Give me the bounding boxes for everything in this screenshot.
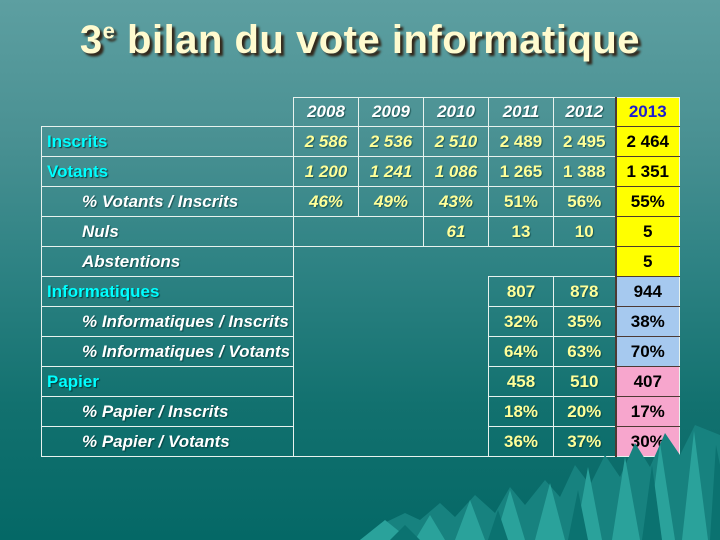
results-table: 2008 2009 2010 2011 2012 2013 Inscrits 2 586 2 5… [41, 97, 680, 457]
value-cell: 35% [553, 306, 616, 337]
value-cell: 1 241 [358, 156, 424, 187]
value-cell: 13 [488, 216, 554, 247]
row-label-7: % Informatiques / Votants [41, 336, 294, 367]
value-cell: 2 495 [553, 126, 616, 157]
title-superscript: e [102, 18, 116, 44]
table-row-2: % Votants / Inscrits 46% 49% 43% 51% 56% 55% [41, 186, 680, 217]
slide-title: 3e bilan du vote informatique [0, 18, 720, 63]
value-cell: 43% [423, 186, 489, 217]
highlight-cell: 55% [614, 186, 680, 217]
highlight-cell: 1 351 [614, 156, 680, 187]
value-cell: 20% [553, 396, 616, 427]
table-header-row: 2008 2009 2010 2011 2012 2013 [42, 97, 680, 127]
value-cell: 37% [553, 426, 616, 457]
value-cell: 49% [358, 186, 424, 217]
gap-cell [293, 216, 424, 247]
year-header-2012: 2012 [553, 97, 616, 127]
value-cell: 10 [553, 216, 616, 247]
year-header-2013: 2013 [614, 97, 680, 127]
table-row-10: % Papier / Votants 36% 37% 30% [41, 426, 680, 457]
row-label-3: Nuls [41, 216, 294, 247]
table-row-3: Nuls 61 13 10 5 [41, 216, 680, 247]
highlight-cell: 5 [614, 246, 680, 277]
value-cell: 1 086 [423, 156, 489, 187]
year-header-2011: 2011 [488, 97, 554, 127]
table-row-9: % Papier / Inscrits 18% 20% 17% [41, 396, 680, 427]
value-cell: 807 [488, 276, 554, 307]
value-cell: 51% [488, 186, 554, 217]
highlight-cell: 38% [614, 306, 680, 337]
table-row-5: Informatiques 807 878 944 [41, 276, 680, 457]
row-label-6: % Informatiques / Inscrits [41, 306, 294, 337]
row-label-2: % Votants / Inscrits [41, 186, 294, 217]
value-cell: 64% [488, 336, 554, 367]
value-cell: 1 265 [488, 156, 554, 187]
row-label-1: Votants [41, 156, 294, 187]
row-label-8: Papier [41, 366, 294, 397]
value-cell: 63% [553, 336, 616, 367]
mountain-decoration [360, 425, 720, 540]
title-rest: bilan du vote informatique [115, 18, 641, 62]
table-row-0: Inscrits 2 586 2 536 2 510 2 489 2 495 2 464 [41, 126, 680, 157]
table-row-8: Papier 458 510 407 [41, 366, 680, 397]
table-row-6: % Informatiques / Inscrits 32% 35% 38% [41, 306, 680, 337]
void-cell [293, 276, 489, 457]
value-cell: 46% [293, 186, 359, 217]
row-label-9: % Papier / Inscrits [41, 396, 294, 427]
value-cell: 18% [488, 396, 554, 427]
value-cell: 2 510 [423, 126, 489, 157]
value-cell: 56% [553, 186, 616, 217]
value-cell: 2 536 [358, 126, 424, 157]
value-cell: 1 200 [293, 156, 359, 187]
value-cell: 510 [553, 366, 616, 397]
value-cell: 61 [423, 216, 489, 247]
table-row-7: % Informatiques / Votants 64% 63% 70% [41, 336, 680, 367]
abst-cell [294, 247, 616, 277]
highlight-cell: 2 464 [614, 126, 680, 157]
highlight-cell: 5 [614, 216, 680, 247]
row-label-10: % Papier / Votants [41, 426, 294, 457]
year-header-2009: 2009 [358, 97, 424, 127]
corner-cell [42, 98, 294, 127]
value-cell: 2 586 [293, 126, 359, 157]
value-cell: 36% [488, 426, 554, 457]
value-cell: 2 489 [488, 126, 554, 157]
highlight-cell: 944 [614, 276, 680, 307]
highlight-cell: 17% [614, 396, 680, 427]
year-header-2010: 2010 [423, 97, 489, 127]
row-label-5: Informatiques [41, 276, 294, 307]
value-cell: 878 [553, 276, 616, 307]
row-label-0: Inscrits [41, 126, 294, 157]
title-base: 3 [79, 18, 103, 62]
highlight-cell: 70% [614, 336, 680, 367]
value-cell: 458 [488, 366, 554, 397]
highlight-cell: 407 [614, 366, 680, 397]
value-cell: 1 388 [553, 156, 616, 187]
value-cell: 32% [488, 306, 554, 337]
year-header-2008: 2008 [293, 97, 359, 127]
table-row-1: Votants 1 200 1 241 1 086 1 265 1 388 1 351 [41, 156, 680, 187]
table-row-4: Abstentions 5 [41, 246, 680, 277]
row-label-4: Abstentions [41, 246, 294, 277]
